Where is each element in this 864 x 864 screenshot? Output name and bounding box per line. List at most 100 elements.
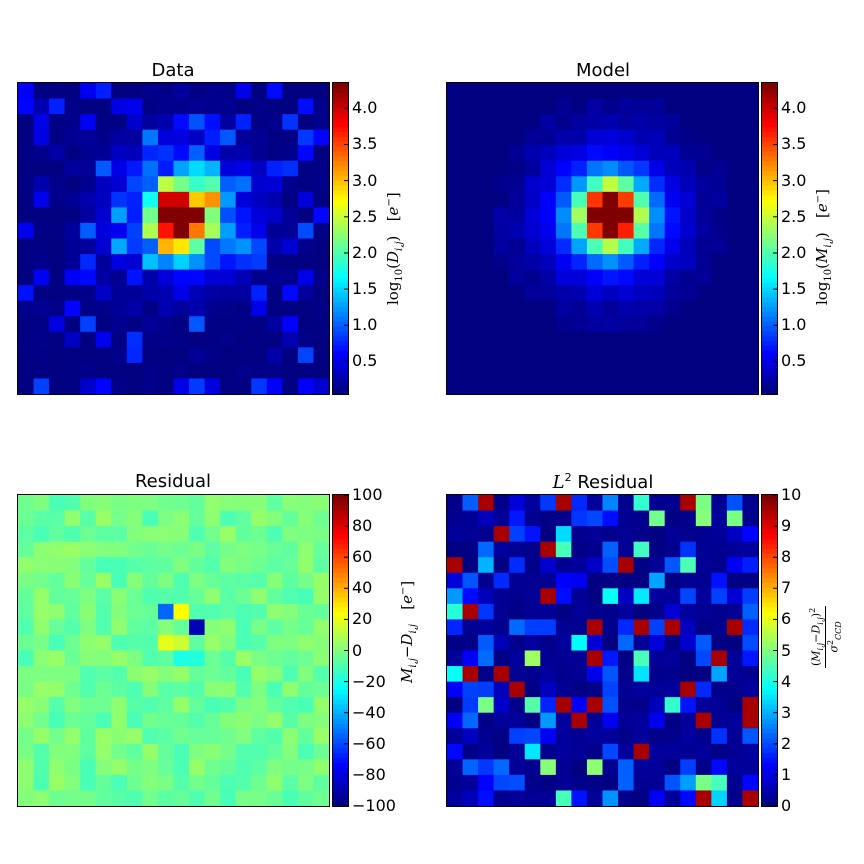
heatmap-cell [235,603,252,620]
heatmap-cell [80,191,97,208]
heatmap-cell [80,98,97,115]
heatmap-cell [189,510,206,527]
heatmap-cell [618,145,635,162]
colorbar-tick-label: 8 [781,547,792,567]
heatmap-cell [18,378,35,394]
heatmap-cell [18,176,35,193]
heatmap-cell [49,191,66,208]
heatmap-cell [586,774,604,792]
colorbar-segment [762,543,777,549]
heatmap-cell [33,207,50,224]
heatmap-cell [602,269,619,286]
heatmap-cell [95,238,112,255]
heatmap-cell [204,285,221,302]
colorbar-segment [333,553,348,559]
heatmap-cell [524,681,541,698]
heatmap-cell [282,176,299,193]
heatmap-cell [649,114,666,131]
heatmap-cell [447,254,464,271]
heatmap-cell [695,541,712,558]
colorbar-segment [333,155,348,162]
heatmap-cell [297,83,315,100]
colorbar-segment [762,781,777,788]
chart-title-model: Model [575,60,631,81]
heatmap-cell [586,526,604,543]
colorbar-segment [333,660,348,666]
heatmap-cell [189,300,206,317]
colorbar-segment [762,679,777,686]
heatmap-cell [711,790,728,806]
colorbar-segment [762,495,777,501]
heatmap-cell [18,300,35,317]
colorbar-tick-label: 1.0 [781,315,807,335]
heatmap-cell [220,681,237,698]
heatmap-cell [726,238,744,255]
heatmap-cell [126,83,143,100]
colorbar-segment [762,189,777,196]
heatmap-cell [509,728,526,745]
heatmap-cell [297,378,315,394]
heatmap-cell [313,160,329,177]
heatmap-cell [493,541,510,558]
heatmap-cell [540,712,557,729]
heatmap-cell [49,712,66,729]
heatmap-cell [586,666,604,683]
heatmap-cell [633,697,650,714]
colorbar-segment [762,796,777,802]
heatmap-cell [111,207,128,224]
heatmap-cell [633,681,650,698]
heatmap-cell [297,254,315,271]
heatmap-cell [680,378,697,394]
heatmap-cell [447,316,464,333]
heatmap-cell [478,526,495,543]
heatmap-cell [297,222,315,240]
heatmap-cell [540,743,557,760]
heatmap-cell [64,145,81,162]
heatmap-cell [235,300,252,317]
heatmap-cell [80,557,97,574]
heatmap-cell [618,378,635,394]
colorbar-segment [333,519,348,525]
heatmap-cell [509,526,526,543]
colorbar-segment [333,296,348,303]
heatmap-cell [478,316,495,333]
heatmap-cell [235,790,252,806]
colorbar-segment [333,529,348,535]
heatmap-cell [633,510,650,527]
heatmap-cell [462,557,479,574]
heatmap-cell [680,145,697,162]
heatmap-cell [251,145,268,162]
colorbar-segment [762,801,777,806]
heatmap-cell [586,572,604,589]
heatmap-cell [680,362,697,380]
heatmap-cell [447,347,464,364]
colorbar-segment [762,558,777,564]
heatmap-cell [173,790,190,806]
colorbar-tick-label: 3 [781,702,792,722]
heatmap-cell [80,681,97,698]
heatmap-cell [602,145,619,162]
colorbar-segment [762,194,777,201]
heatmap-cell [478,495,495,512]
colorbar-segment [333,165,348,171]
colorbar-segment [762,708,777,715]
heatmap-cell [313,238,329,255]
heatmap-cell [235,572,252,589]
heatmap-cell [80,790,97,806]
colorbar-segment [762,597,777,603]
heatmap-cell [111,222,128,240]
heatmap-cell [282,743,299,760]
colorbar-segment [762,379,777,385]
heatmap-cell [555,650,572,667]
heatmap-cell [633,114,650,131]
colorbar-segment [762,277,777,283]
heatmap-cell [509,269,526,286]
heatmap-cell [478,285,495,302]
heatmap-cell [680,316,697,333]
heatmap-cell [64,572,81,589]
heatmap-cell [157,557,175,574]
heatmap-cell [618,650,635,667]
heatmap-cell [540,331,557,348]
heatmap-cell [447,743,464,760]
colorbar-segment [762,504,777,511]
